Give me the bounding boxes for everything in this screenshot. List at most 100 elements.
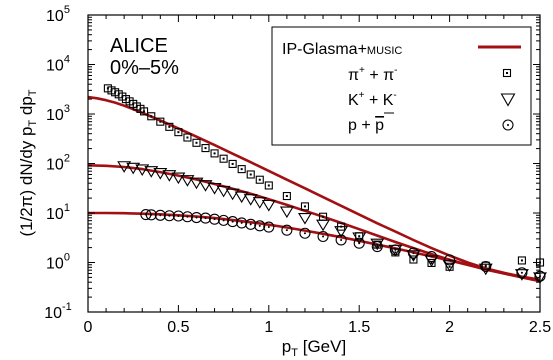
proton-marker — [407, 247, 419, 259]
proton-marker-dot — [394, 248, 397, 251]
proton-marker — [218, 214, 230, 226]
proton-marker — [444, 254, 456, 266]
proton-marker-dot — [303, 232, 306, 235]
pion-marker-dot — [213, 152, 216, 155]
proton-marker-dot — [412, 252, 415, 255]
proton-marker-dot — [267, 226, 270, 229]
x-tick-label: 0.5 — [167, 319, 189, 336]
proton-marker-dot — [430, 255, 433, 258]
legend-circle-marker-dot — [507, 124, 509, 126]
kaon-marker — [261, 199, 276, 212]
legend: IP-Glasma+MUSIC π+ + π- K+ + K- p + p — [271, 26, 532, 146]
pion-marker-dot — [240, 168, 243, 171]
pion-marker — [246, 170, 255, 179]
kaon-marker — [316, 219, 331, 232]
kaon-marker — [153, 168, 168, 180]
proton-marker — [335, 234, 347, 246]
y-tick-label: 102 — [46, 153, 70, 174]
pion-marker — [255, 175, 264, 184]
proton-marker — [199, 212, 212, 224]
pion-marker — [219, 154, 228, 163]
pion-marker — [174, 128, 183, 137]
pion-marker-dot — [322, 215, 325, 218]
centrality-label: 0%–5% — [110, 57, 179, 79]
proton-marker-dot — [195, 216, 198, 219]
pion-marker — [192, 138, 201, 147]
pion-marker — [300, 202, 310, 211]
pion-marker-dot — [520, 259, 523, 262]
kaon-marker — [352, 232, 367, 245]
pion-marker — [481, 261, 490, 270]
pion-marker — [210, 149, 219, 158]
kaon-marker — [478, 263, 493, 276]
proton-marker — [163, 210, 175, 222]
proton-marker — [425, 250, 438, 263]
proton-marker-dot — [340, 238, 343, 241]
proton-marker — [181, 211, 193, 223]
proton-marker-dot — [322, 235, 325, 238]
y-tick-labels: 10-1 100 101 102 103 104 105 — [44, 4, 72, 322]
x-tick-labels: 0 0.5 1 1.5 2 2.5 — [84, 319, 552, 336]
pion-marker-dot — [159, 120, 162, 123]
pion-marker — [183, 133, 192, 142]
kaon-marker — [171, 172, 186, 185]
pion-marker-dot — [358, 235, 361, 238]
pion-marker-dot — [376, 243, 379, 246]
kaon-marker — [234, 191, 249, 204]
proton-marker-dot — [150, 213, 153, 216]
pion-marker-dot — [430, 261, 433, 264]
proton-marker-dot — [177, 214, 180, 217]
kaon-marker — [198, 180, 213, 192]
proton-marker — [254, 220, 266, 232]
kaon-marker — [216, 185, 231, 198]
legend-pion-label: π+ + π- — [348, 65, 398, 84]
model-curve — [88, 95, 540, 281]
proton-marker — [389, 244, 401, 256]
pion-marker-dot — [258, 178, 261, 181]
legend-pbar-text: p — [375, 117, 384, 134]
kaon-marker — [252, 197, 267, 209]
x-tick-label: 2.5 — [529, 319, 551, 336]
experiment-label: ALICE — [110, 35, 168, 57]
legend-proton-label: p + p — [348, 117, 384, 134]
proton-marker-dot — [213, 218, 216, 221]
kaon-marker — [144, 166, 159, 178]
kaon-marker — [135, 164, 150, 176]
x-tick-label: 1 — [264, 319, 273, 336]
kaon-marker — [406, 250, 421, 262]
proton-marker-dot — [186, 215, 189, 218]
kaon-marker — [370, 238, 385, 251]
pion-marker — [228, 159, 237, 168]
pion-marker-dot — [168, 125, 171, 128]
pion-marker — [139, 107, 149, 116]
y-tick-label: 100 — [46, 252, 70, 273]
proton-marker — [209, 213, 221, 225]
proton-marker — [263, 221, 275, 233]
proton-marker — [172, 210, 184, 222]
proton-marker — [371, 241, 383, 253]
pion-marker-dot — [303, 205, 306, 208]
kaon-marker — [207, 182, 222, 195]
pion-marker-dot — [186, 136, 189, 139]
kaon-marker — [189, 177, 204, 190]
data-markers — [103, 84, 547, 284]
pion-marker — [165, 122, 174, 131]
proton-marker — [245, 218, 257, 230]
kaon-marker — [279, 206, 294, 219]
kaon-marker — [117, 161, 132, 173]
pion-marker — [264, 181, 273, 190]
x-tick-label: 2 — [445, 319, 454, 336]
pion-marker — [517, 256, 526, 265]
kaon-marker — [180, 175, 195, 187]
legend-triangle-marker — [500, 93, 516, 107]
legend-model-label: IP-Glasma+MUSIC — [282, 41, 402, 58]
proton-marker — [145, 209, 157, 221]
kaon-marker — [126, 162, 141, 175]
proton-marker-dot — [159, 214, 162, 217]
pion-marker-dot — [285, 195, 288, 198]
kaon-marker — [514, 269, 529, 281]
kaon-marker — [334, 226, 349, 238]
proton-marker-dot — [168, 214, 171, 217]
pion-marker-dot — [231, 162, 234, 165]
pion-marker — [282, 192, 291, 201]
